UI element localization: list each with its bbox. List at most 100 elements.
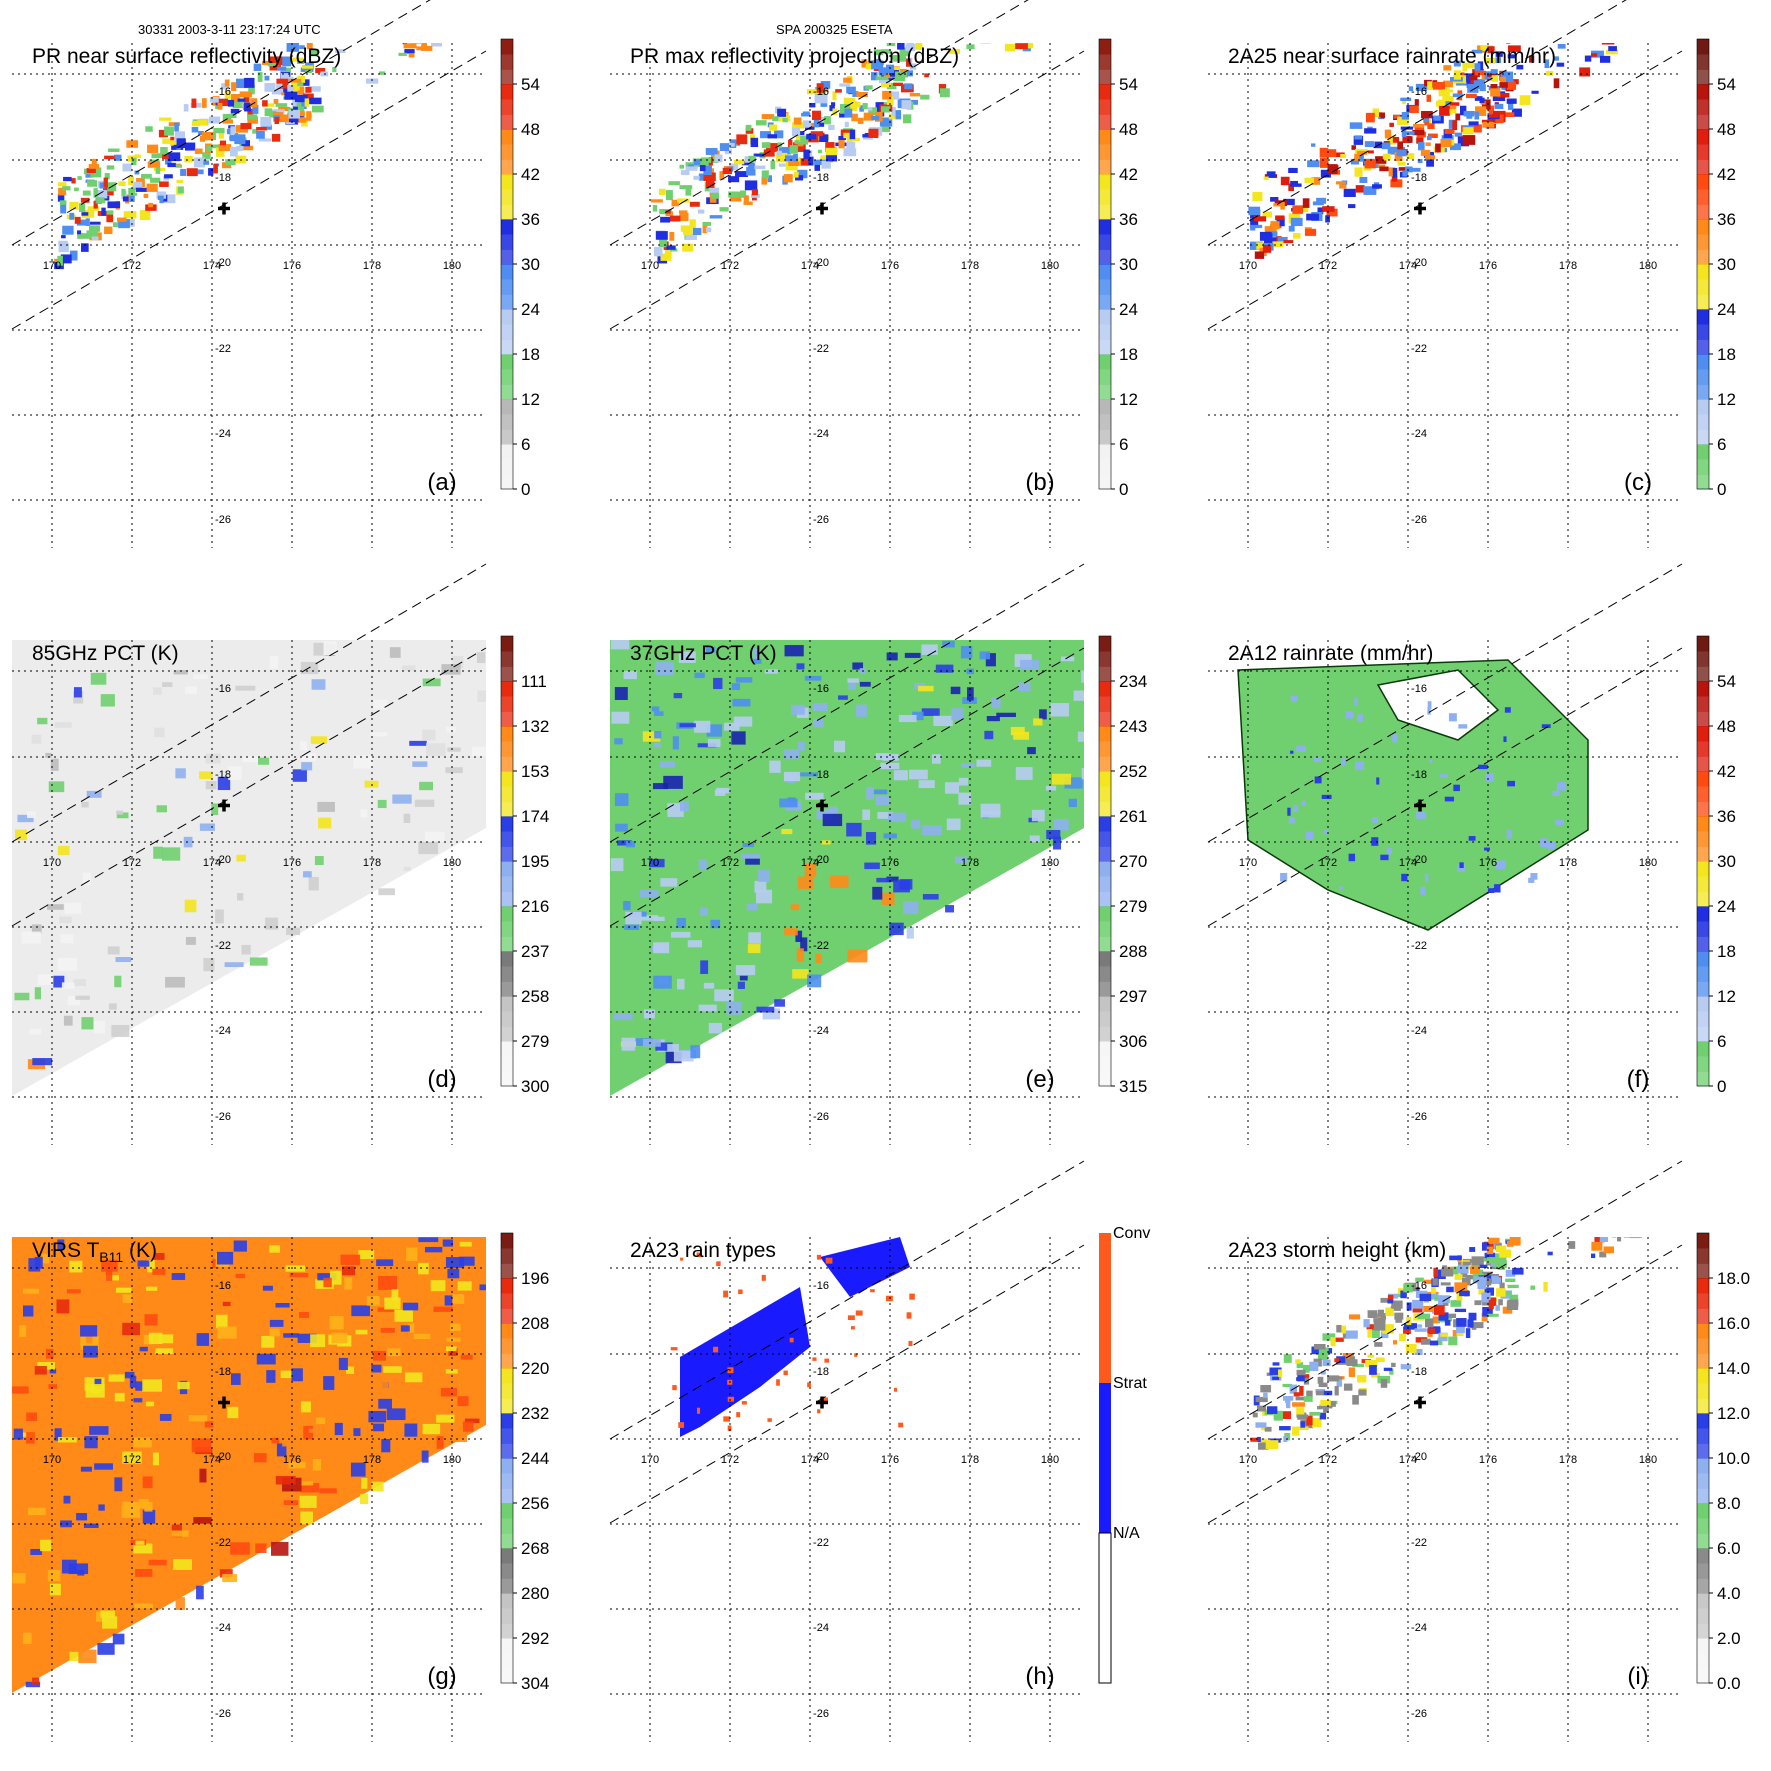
echo-cell: [1296, 1407, 1305, 1415]
echo-cell: [231, 82, 237, 92]
field-cell: [419, 781, 433, 791]
field-cell: [740, 853, 761, 860]
echo-cell: [700, 157, 712, 163]
x-tick-label: 178: [961, 260, 979, 272]
echo-cell: [1599, 1251, 1607, 1258]
field-cell: [672, 736, 679, 750]
x-tick-label: 172: [123, 260, 141, 272]
echo-cell: [793, 142, 806, 152]
field-cell: [614, 687, 628, 700]
field-cell: [240, 1468, 260, 1474]
echo-cell: [1529, 55, 1535, 63]
x-tick-label: 178: [363, 260, 381, 272]
field-cell: [899, 879, 913, 890]
colorbar-label: 195: [521, 852, 549, 871]
echo-cells: [54, 20, 462, 270]
echo-cell: [1317, 1376, 1324, 1384]
echo-cell: [1633, 1213, 1639, 1219]
field-cell: [774, 999, 785, 1007]
colorbar-label: 4.0: [1717, 1584, 1741, 1603]
field-cell: [1033, 718, 1043, 726]
echo-cell: [227, 113, 237, 119]
echo-cell: [1401, 129, 1407, 138]
echo-cell: [1404, 1323, 1417, 1330]
echo-cell: [1350, 158, 1360, 165]
colorbar-label: 270: [1119, 852, 1147, 871]
colorbar-swatch: [501, 1638, 513, 1654]
field-cell: [942, 640, 955, 648]
swath-edge-line: [1207, 0, 1627, 246]
echo-cell: [58, 243, 69, 253]
colorbar-swatch: [1099, 459, 1111, 475]
field-cell: [418, 1237, 439, 1243]
field-cell: [412, 761, 428, 767]
colorbar-swatch: [1697, 651, 1709, 667]
echo-cell: [1415, 83, 1428, 92]
field-cell: [183, 836, 193, 848]
field-cell: [350, 1462, 366, 1477]
echo-cell: [784, 155, 798, 162]
echo-cell: [1250, 1437, 1259, 1442]
echo-cell: [1058, 10, 1066, 14]
colorbar-label: 30: [1717, 255, 1736, 274]
conv-cell: [738, 1289, 743, 1295]
echo-cell: [1658, 1151, 1669, 1156]
echo-cell: [1396, 149, 1407, 157]
echo-cell: [456, 20, 462, 27]
echo-cell: [1591, 50, 1604, 58]
echo-cell: [655, 231, 668, 240]
echo-cell: [1418, 142, 1425, 151]
field-cell: [308, 876, 319, 891]
colorbar-swatch: [1697, 1623, 1709, 1639]
colorbar-swatch: [1099, 264, 1111, 280]
echo-cell: [1334, 152, 1345, 158]
x-tick-label: 180: [1041, 260, 1059, 272]
echo-cell: [1252, 191, 1263, 201]
colorbar-swatch: [501, 681, 513, 697]
colorbar-label: 244: [521, 1449, 549, 1468]
field-cell: [889, 922, 904, 936]
field-cell: [230, 1527, 247, 1536]
echo-cell: [1557, 9, 1564, 16]
echo-cell: [1404, 166, 1413, 173]
echo-cell: [1363, 1319, 1370, 1328]
x-tick-label: 172: [123, 857, 141, 869]
echo-cell: [1502, 112, 1515, 118]
echo-cell: [217, 102, 223, 110]
colorbar-label: 42: [1717, 762, 1736, 781]
echo-cell: [183, 104, 189, 112]
colorbar-swatch: [501, 1278, 513, 1294]
echo-cell: [792, 122, 805, 129]
field-cell: [108, 1003, 117, 1010]
field-cell: [444, 1295, 453, 1306]
conv-cell: [824, 1358, 830, 1363]
echo-cell: [844, 121, 849, 128]
echo-cell: [1462, 127, 1474, 135]
field-cell: [193, 674, 208, 680]
echo-cell: [213, 127, 225, 134]
colorbar-swatch: [1697, 459, 1709, 475]
echo-cell: [1453, 1319, 1458, 1328]
field-cell: [318, 817, 332, 829]
echo-cell: [1612, 20, 1617, 28]
field-cell: [700, 960, 709, 974]
echo-cell: [1421, 1338, 1431, 1345]
field-cell: [1015, 767, 1033, 780]
field-cell: [53, 975, 65, 988]
field-cell: [216, 1314, 228, 1329]
echo-cell: [882, 90, 892, 100]
field-cell: [331, 1332, 348, 1344]
echo-cell: [91, 236, 99, 241]
echo-cell: [891, 107, 896, 117]
echo-cell: [229, 133, 239, 142]
echo-cell: [1379, 166, 1389, 172]
field-cell: [73, 979, 87, 986]
echo-cell: [87, 180, 98, 187]
x-tick-label: 176: [881, 260, 899, 272]
field-cell: [56, 1299, 70, 1314]
echo-cell: [1402, 170, 1409, 177]
echo-cell: [59, 200, 67, 205]
echo-cell: [1292, 233, 1301, 239]
echo-cell: [697, 209, 705, 214]
